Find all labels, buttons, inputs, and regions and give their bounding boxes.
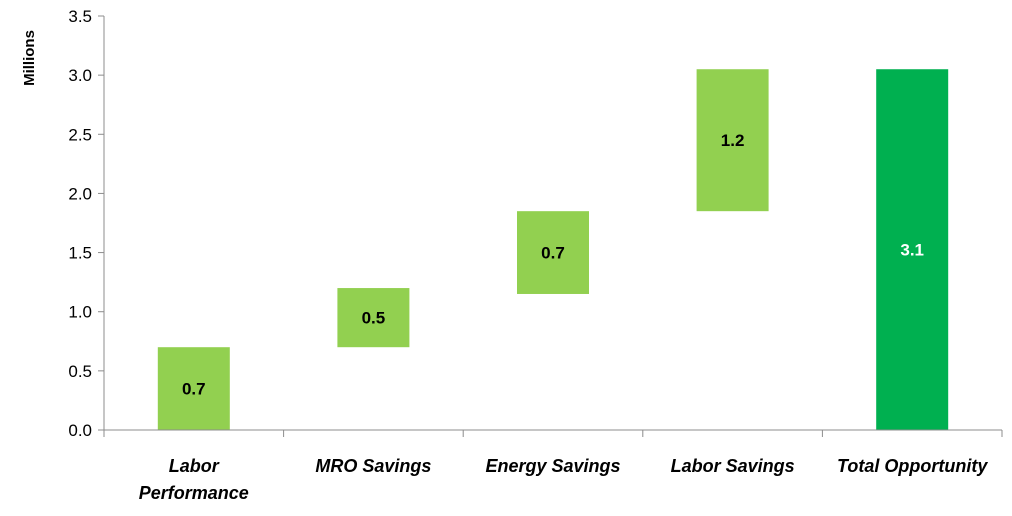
x-category-label: Labor Savings: [671, 456, 795, 476]
y-tick-label: 1.0: [68, 303, 92, 322]
bar-2: [337, 288, 410, 348]
bars-group: 0.7 0.5 0.7 1.2 3.1: [157, 69, 949, 430]
bar-value-label: 0.5: [362, 309, 386, 328]
y-tick-label: 1.5: [68, 244, 92, 263]
x-category-label: Total Opportunity: [837, 456, 988, 476]
x-category-label: MRO Savings: [315, 456, 431, 476]
y-tick-label: 2.0: [68, 184, 92, 203]
bar-value-label: 1.2: [721, 131, 745, 150]
bar-1: [157, 347, 230, 430]
bar-value-label: 0.7: [182, 380, 206, 399]
y-axis-title: Millions: [21, 30, 38, 86]
bar-5: [876, 69, 949, 430]
bar-4: [696, 69, 769, 212]
x-category-label: Labor Performance: [139, 456, 249, 503]
bar-value-label: 0.7: [541, 244, 565, 263]
y-tick-label: 3.5: [68, 7, 92, 26]
y-tick-label: 2.5: [68, 125, 92, 144]
x-category-label: Energy Savings: [485, 456, 620, 476]
bar-3: [517, 211, 589, 294]
y-tick-label: 3.0: [68, 66, 92, 85]
y-tick-label: 0.5: [68, 362, 92, 381]
bar-value-label: 3.1: [900, 241, 924, 260]
y-tick-label: 0.0: [68, 421, 92, 440]
y-axis: 0.0 0.5 1.0 1.5 2.0 2.5 3.0 3.5: [68, 7, 105, 440]
x-axis: Labor Performance MRO Savings Energy Saving…: [103, 429, 1003, 503]
